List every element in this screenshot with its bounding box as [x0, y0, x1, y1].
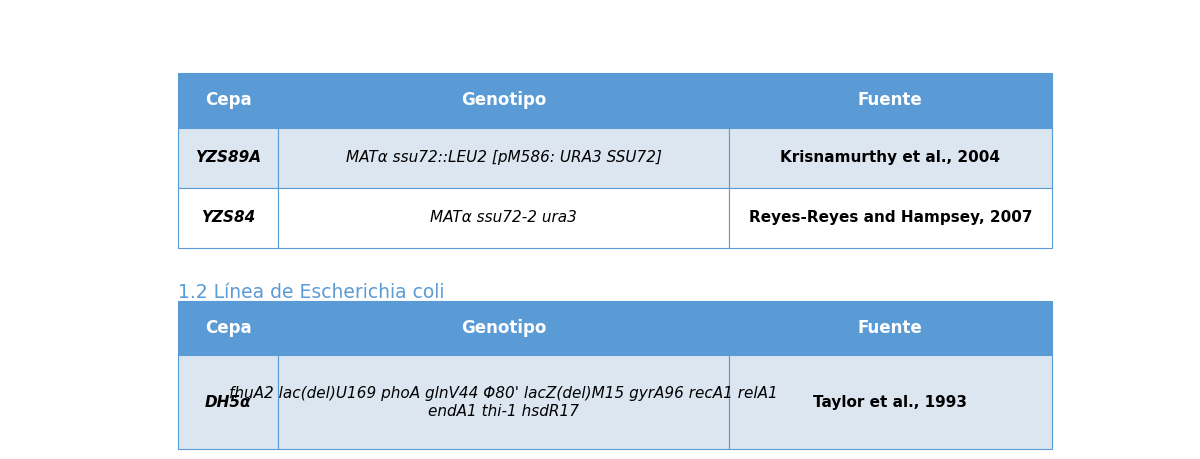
Text: Cepa: Cepa	[205, 91, 252, 109]
Text: Taylor et al., 1993: Taylor et al., 1993	[814, 395, 967, 410]
Text: Krisnamurthy et al., 2004: Krisnamurthy et al., 2004	[780, 150, 1001, 165]
Bar	[278, 73, 728, 128]
Bar	[278, 128, 728, 188]
Text: 1.2 Línea de Escherichia coli: 1.2 Línea de Escherichia coli	[178, 283, 444, 302]
Bar	[728, 128, 1052, 188]
Text: fhuA2 lac(del)U169 phoA glnV44 Φ80' lacZ(del)M15 gyrA96 recA1 relA1
endA1 thi-1 : fhuA2 lac(del)U169 phoA glnV44 Φ80' lacZ…	[229, 386, 778, 419]
Text: YZS84: YZS84	[202, 210, 256, 225]
Text: Cepa: Cepa	[205, 319, 252, 337]
Bar	[278, 188, 728, 248]
Text: YZS89A: YZS89A	[196, 150, 262, 165]
Text: Reyes-Reyes and Hampsey, 2007: Reyes-Reyes and Hampsey, 2007	[749, 210, 1032, 225]
Bar	[178, 356, 278, 449]
Bar	[728, 188, 1052, 248]
Text: Fuente: Fuente	[858, 91, 923, 109]
Bar	[178, 188, 278, 248]
Text: Genotipo: Genotipo	[461, 91, 546, 109]
Text: DH5α: DH5α	[205, 395, 252, 410]
Text: Genotipo: Genotipo	[461, 319, 546, 337]
Bar	[728, 73, 1052, 128]
Bar	[178, 73, 278, 128]
Text: Fuente: Fuente	[858, 319, 923, 337]
Bar	[178, 128, 278, 188]
Bar	[278, 301, 728, 356]
Bar	[278, 356, 728, 449]
Bar	[178, 301, 278, 356]
Text: MATα ssu72-2 ura3: MATα ssu72-2 ura3	[430, 210, 577, 225]
Bar	[728, 301, 1052, 356]
Text: MATα ssu72::LEU2 [pM586: URA3 SSU72]: MATα ssu72::LEU2 [pM586: URA3 SSU72]	[346, 150, 661, 165]
Bar	[728, 356, 1052, 449]
